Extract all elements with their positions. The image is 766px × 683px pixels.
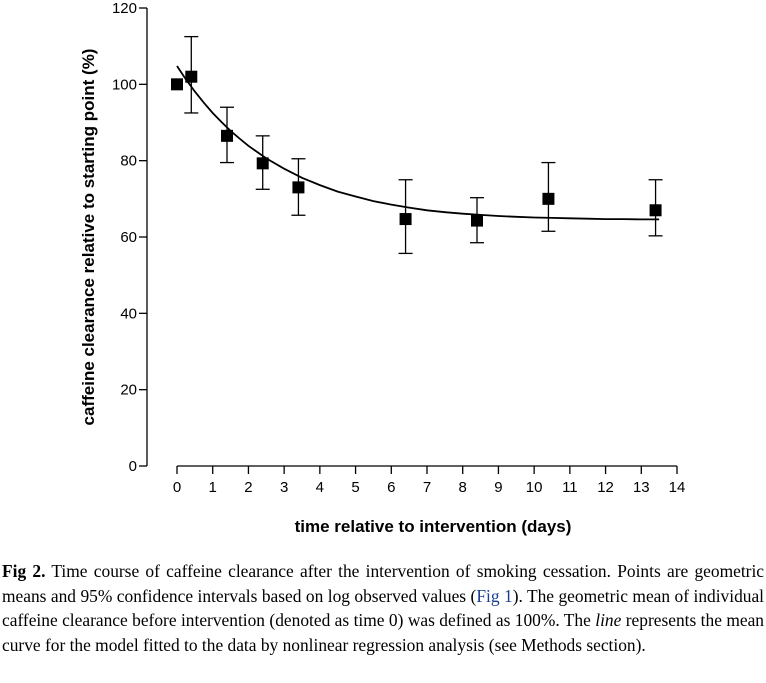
x-tick-label: 3: [280, 479, 288, 496]
axes: [146, 8, 677, 467]
caption-text-part-2: ). The geometric mean of individual caff…: [2, 585, 765, 631]
data-point: [542, 192, 555, 205]
tick-marks: [139, 7, 678, 474]
caption-italic-line: line: [595, 610, 622, 630]
x-tick-label: 14: [669, 479, 686, 496]
y-tick-label: 0: [129, 458, 137, 475]
x-axis-title: time relative to intervention (days): [295, 517, 572, 536]
x-tick-label: 6: [387, 479, 395, 496]
caption-text-part-1: Time course of caffeine clearance after …: [2, 561, 765, 606]
y-tick-label: 100: [112, 76, 137, 93]
y-tick-label: 120: [112, 0, 137, 17]
x-tick-label: 4: [316, 479, 324, 496]
caption-text-part-3: represents the mean curve for the model …: [2, 610, 764, 655]
x-tick-label: 13: [633, 479, 650, 496]
error-bars: [184, 35, 663, 255]
data-point: [256, 157, 269, 170]
fit-curve-line: [176, 65, 660, 221]
x-tick-label: 9: [494, 479, 502, 496]
x-tick-label: 7: [423, 479, 431, 496]
y-tick-label: 40: [120, 305, 137, 322]
x-tick-label: 5: [351, 479, 359, 496]
data-points: [171, 70, 662, 227]
x-tick-label: 0: [173, 479, 181, 496]
x-tick-label: 10: [526, 479, 543, 496]
y-tick-label: 20: [120, 382, 137, 399]
x-tick-label: 11: [562, 479, 578, 496]
data-point: [171, 78, 183, 91]
data-point: [185, 70, 198, 83]
x-tick-label: 8: [459, 479, 467, 496]
figure-label: Fig 2.: [2, 561, 46, 581]
data-point: [399, 213, 412, 226]
y-tick-label: 60: [120, 229, 137, 246]
x-tick-label: 12: [597, 479, 614, 496]
figure-caption: Fig 2. Time course of caffeine clearance…: [2, 559, 764, 657]
data-point: [292, 181, 305, 194]
y-axis-title: caffeine clearance relative to starting …: [79, 49, 98, 426]
data-point: [649, 204, 662, 217]
data-point: [471, 214, 483, 227]
fig-1-link[interactable]: Fig 1: [476, 585, 513, 606]
y-tick-label: 80: [120, 153, 137, 170]
data-point: [221, 129, 233, 142]
x-tick-label: 1: [209, 479, 217, 496]
x-tick-label: 2: [244, 479, 252, 496]
